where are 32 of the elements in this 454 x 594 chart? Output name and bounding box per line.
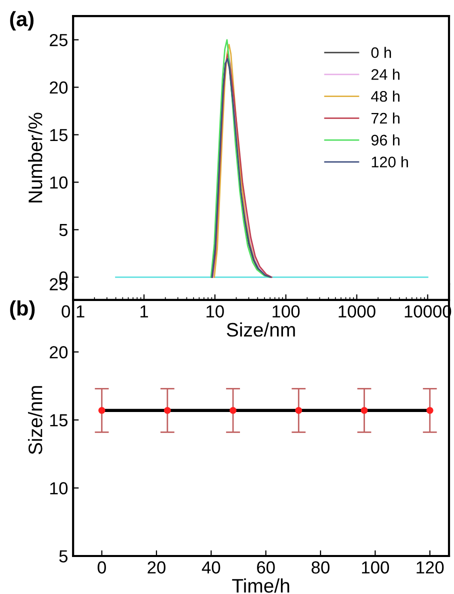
x-tick-label: 20 <box>148 561 166 574</box>
text: (b) <box>10 300 35 320</box>
text: (a) <box>10 11 34 30</box>
y-tick-label: 15 <box>50 414 68 426</box>
y-tick-label: 15 <box>50 129 68 142</box>
legend-label: 120 h <box>372 156 408 168</box>
y-tick-label: 20 <box>50 346 68 358</box>
y-tick-label: 20 <box>50 81 68 94</box>
x-tick-label: 100 <box>362 561 389 574</box>
legend-label: 72 h <box>371 112 400 124</box>
x-tick-label: 40 <box>202 561 220 574</box>
legend-label: 0 h <box>371 46 391 58</box>
y-tick-label: 25 <box>50 34 68 46</box>
y-axis-title: Size/nm <box>28 386 42 454</box>
legend-label: 48 h <box>371 90 400 102</box>
x-tick-label: 1000 <box>338 305 376 318</box>
y-tick-label: 10 <box>50 176 68 189</box>
y-tick-label: 5 <box>59 550 68 562</box>
x-tick-label: 120 <box>416 561 444 574</box>
y-axis-title: Number/% <box>28 112 42 202</box>
x-axis-title: Size/nm <box>226 322 295 337</box>
x-axis-title: Time/h <box>232 578 290 593</box>
x-tick-label: 10 <box>206 305 224 318</box>
x-tick-label: 100 <box>272 305 300 318</box>
x-tick-label: 1 <box>140 305 148 318</box>
x-tick-label: 60 <box>257 561 275 574</box>
x-tick-label: 80 <box>312 561 330 574</box>
legend-label: 24 h <box>371 68 400 80</box>
x-tick-label: 0 <box>98 561 106 574</box>
legend-label: 96 h <box>371 134 400 146</box>
y-tick-label: 10 <box>50 482 68 494</box>
y-tick-label: 5 <box>59 224 68 236</box>
